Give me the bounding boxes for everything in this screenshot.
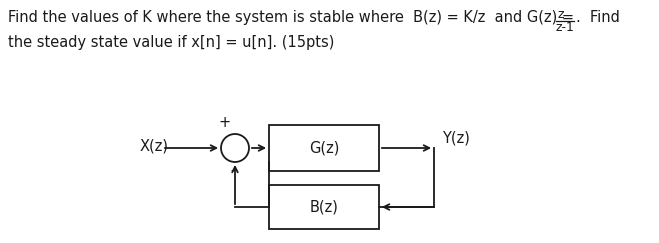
Text: B(z): B(z) bbox=[310, 200, 339, 215]
Text: G(z): G(z) bbox=[309, 140, 339, 156]
Text: z: z bbox=[558, 8, 565, 21]
Bar bbox=[269, 185, 379, 229]
Text: +: + bbox=[219, 115, 231, 130]
Text: z-1: z-1 bbox=[556, 21, 575, 34]
Bar bbox=[269, 125, 379, 171]
Text: the steady state value if x[n] = u[n]. (15pts): the steady state value if x[n] = u[n]. (… bbox=[8, 35, 334, 50]
Text: Find the values of K where the system is stable where  B(z) = K/z  and G(z) =: Find the values of K where the system is… bbox=[8, 10, 579, 25]
Text: .  Find: . Find bbox=[576, 10, 620, 25]
Text: X(z): X(z) bbox=[140, 138, 169, 153]
Text: -: - bbox=[231, 164, 235, 177]
Text: Y(z): Y(z) bbox=[442, 130, 470, 145]
